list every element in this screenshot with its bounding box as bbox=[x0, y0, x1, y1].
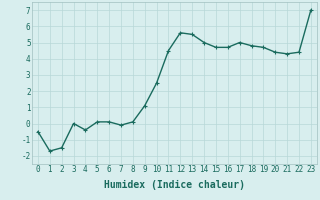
X-axis label: Humidex (Indice chaleur): Humidex (Indice chaleur) bbox=[104, 180, 245, 190]
